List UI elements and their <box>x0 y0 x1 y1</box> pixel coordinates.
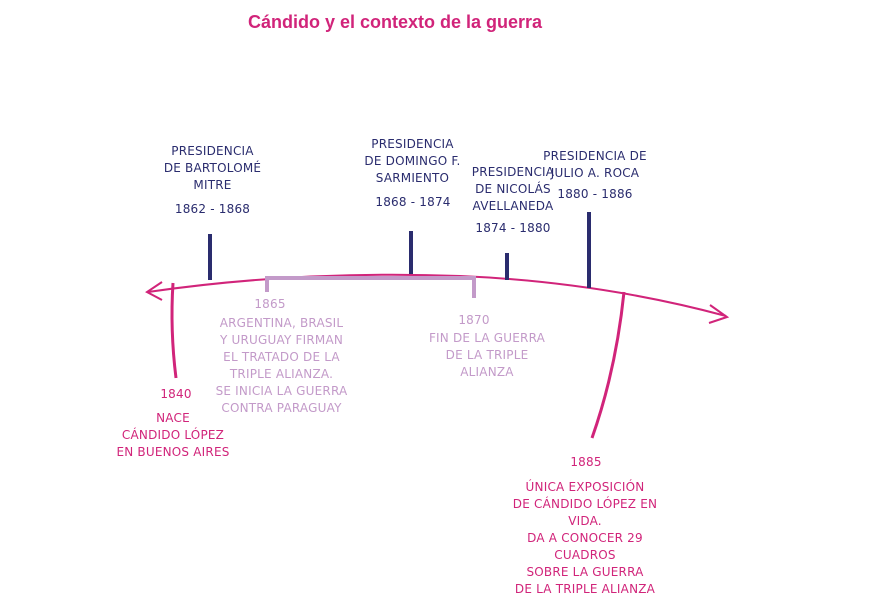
candido-line-1840 <box>170 282 178 379</box>
presidency-years-roca: 1880 - 1886 <box>557 187 633 201</box>
timeline-diagram <box>145 212 730 439</box>
candido-event-text-1840: NACE CÁNDIDO LÓPEZ EN BUENOS AIRES <box>116 411 230 459</box>
presidency-tick-roca <box>587 212 591 288</box>
presidency-label-sarmiento: PRESIDENCIA DE DOMINGO F. SARMIENTO <box>364 137 461 185</box>
presidency-tick-sarmiento <box>409 231 413 274</box>
war-bracket <box>265 276 476 298</box>
candido-event-year-1840: 1840 <box>160 387 192 401</box>
presidency-label-avellaneda: PRESIDENCIA DE NICOLÁS AVELLANEDA <box>471 165 555 213</box>
presidency-tick-mitre <box>208 234 212 280</box>
candido-line-1885 <box>590 291 626 439</box>
war-event-year-1870: 1870 <box>458 313 490 327</box>
candido-event-year-1885: 1885 <box>570 455 602 469</box>
presidency-years-avellaneda: 1874 - 1880 <box>475 221 551 235</box>
presidency-tick-avellaneda <box>505 253 509 280</box>
page-title: Cándido y el contexto de la guerra <box>247 12 543 32</box>
presidency-label-roca: PRESIDENCIA DE JULIO A. ROCA <box>543 149 647 180</box>
war-event-text-1870: FIN DE LA GUERRA DE LA TRIPLE ALIANZA <box>428 331 546 379</box>
timeline-arrow-right <box>708 304 730 324</box>
timeline-arrow-left <box>145 281 163 301</box>
presidency-years-mitre: 1862 - 1868 <box>174 202 251 216</box>
candido-event-text-1885: ÚNICA EXPOSICIÓN DE CÁNDIDO LÓPEZ EN VID… <box>512 480 658 596</box>
war-event-year-1865: 1865 <box>254 297 286 311</box>
presidency-years-sarmiento: 1868 - 1874 <box>375 195 451 209</box>
presidency-label-mitre: PRESIDENCIA DE BARTOLOMÉ MITRE <box>163 144 262 192</box>
timeline-line <box>147 273 727 317</box>
war-event-text-1865: ARGENTINA, BRASIL Y URUGUAY FIRMAN EL TR… <box>215 316 348 415</box>
